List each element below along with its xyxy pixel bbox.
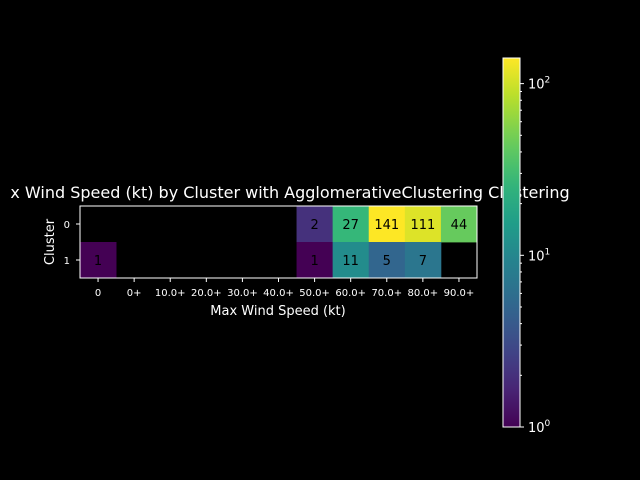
x-tick-label: 0+	[127, 288, 142, 299]
colorbar: 100 101 102	[502, 57, 551, 436]
y-tick-label: 1	[64, 256, 70, 267]
x-axis-ticks: 0 0+ 10.0+ 20.0+ 30.0+ 40.0+ 50.0+ 60.0+ 70.0+ 80…	[95, 278, 474, 299]
x-tick-label: 70.0+	[371, 288, 402, 299]
heatmap-cell-labels: 2 27 141 111 441 1 11 5 7	[94, 218, 467, 269]
cell-value-label: 141	[374, 218, 399, 233]
x-tick-label: 30.0+	[227, 288, 258, 299]
cell-value-label: 2	[310, 218, 318, 233]
heatmap-cell	[368, 242, 406, 279]
colorbar-tick-label: 101	[528, 247, 550, 264]
x-tick-label: 60.0+	[335, 288, 366, 299]
cell-value-label: 5	[383, 254, 391, 269]
cell-value-label: 27	[342, 218, 359, 233]
heatmap-cell	[404, 242, 442, 279]
cell-value-label: 1	[94, 254, 102, 269]
heatmap-cell	[80, 242, 117, 279]
y-axis-label: Cluster	[43, 218, 58, 265]
cell-value-label: 1	[310, 254, 318, 269]
heatmap-cell	[368, 206, 406, 243]
heatmap-cell	[440, 206, 478, 243]
colorbar-ticks: 100 101 102	[520, 76, 551, 436]
heatmap-cell	[404, 206, 442, 243]
heatmap-cell	[296, 242, 334, 279]
x-tick-label: 20.0+	[191, 288, 222, 299]
x-tick-label: 40.0+	[263, 288, 294, 299]
colorbar-gradient	[503, 58, 520, 427]
y-axis-ticks: 01	[64, 220, 80, 267]
y-tick-label: 0	[64, 220, 70, 231]
heatmap-cell	[332, 206, 370, 243]
x-tick-label: 80.0+	[408, 288, 439, 299]
cell-value-label: 111	[410, 218, 435, 233]
cell-value-label: 44	[451, 218, 468, 233]
heatmap-cell	[332, 242, 370, 279]
colorbar-tick-label: 100	[528, 419, 551, 436]
heatmap-cells	[80, 206, 478, 279]
heatmap-cell	[296, 206, 334, 243]
colorbar-frame	[502, 57, 521, 428]
x-tick-label: 0	[95, 288, 101, 299]
cell-value-label: 11	[342, 254, 359, 269]
colorbar-tick-label: 102	[528, 76, 550, 93]
cell-value-label: 7	[419, 254, 427, 269]
x-tick-label: 50.0+	[299, 288, 330, 299]
x-tick-label: 90.0+	[444, 288, 475, 299]
chart-title: x Wind Speed (kt) by Cluster with Agglom…	[10, 183, 569, 202]
x-tick-label: 10.0+	[155, 288, 186, 299]
x-axis-label: Max Wind Speed (kt)	[210, 304, 345, 319]
